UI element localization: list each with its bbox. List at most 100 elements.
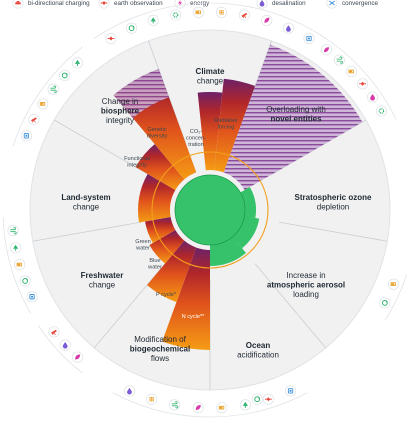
icon-group-upper-left [12,46,84,147]
control-label-line: CO₂- [190,129,203,135]
control-label-line: tration [188,142,204,148]
safe-zone-core [175,175,245,245]
control-label-line: Functional [124,156,150,162]
segment-divider [93,263,166,349]
segment-label-line: Modification of [134,335,186,344]
recycle-icon [59,69,71,82]
satellite-icon [105,32,117,45]
battery-icon [14,259,26,271]
icon-group-bracket [385,273,408,320]
control-label-line: concen- [186,136,206,142]
segment-label-ozone: Stratospheric ozone depletion [295,193,372,212]
safe-operating-space [174,174,252,252]
segment-label-aerosol: Increase in atmospheric aerosol loading [267,271,345,299]
wind-icon [169,399,181,411]
segment-label-line: atmospheric aerosol [267,281,345,290]
legend-item-energy-icon: energy [174,0,210,9]
drop-icon [123,385,136,397]
segment-label-biosphere: Change in biosphere integrity [101,97,140,125]
icon-group-bracket [2,217,32,314]
segment-label-line: Freshwater [81,271,124,280]
segment-label-line: loading [293,290,319,299]
legend-label: convergence [342,0,379,7]
technology-icons [2,2,408,418]
chip-icon [303,32,315,45]
battery-icon [37,98,49,110]
icon-group-bottom [112,385,308,418]
icon-group-bracket [94,2,326,39]
segment-divider [32,221,142,242]
legend-label: desalination [272,0,306,7]
leaf-icon [261,14,273,26]
segment-label-line: Climate [196,67,225,76]
segment-label-freshwater: Freshwater change [81,271,124,290]
boundary-wedges [113,44,363,350]
segment-label-biogeochemical: Modification of biogeochemical flows [130,335,190,363]
n-cycle-wedge [162,247,210,350]
legend-item-car-charge-icon: bi-directional charging [12,0,90,9]
recycle-icon [379,297,391,309]
control-label-line: diversity [147,134,168,140]
segment-divider [254,263,327,349]
chip-icon [284,385,297,397]
drop-icon [282,22,294,34]
chip-icon [20,130,32,142]
drop-icon [367,91,379,103]
segment-label-land-system: Land-system change [61,193,110,212]
control-label-line: Blue [149,258,160,264]
chip-icon [26,291,38,303]
control-label-line: Genetic [147,127,166,133]
icon-group-bottom-right [251,393,263,405]
legend: bi-directional charging earth observation… [12,0,379,9]
battery-icon [216,402,228,414]
control-label-line: Radiative [214,118,237,124]
icon-group-left [2,217,38,314]
p-cycle-wedge [147,240,197,303]
control-label-line: forcing [218,125,235,131]
functional-integrity-wedge [135,144,185,190]
climate-co2-wedge [197,92,223,171]
legend-item-water-drop-icon: desalination [256,0,306,9]
telescope-icon [48,326,60,338]
segment-label-ocean: Ocean acidification [237,341,279,360]
tree-icon [239,399,251,411]
safe-zone-outline [174,174,246,246]
segment-label-novel-entities: Overloading with novel entities [266,105,326,124]
green-water-wedge [145,216,176,243]
gear-icon [170,9,182,21]
tree-icon [10,242,22,254]
segment-label-line: acidification [237,351,279,360]
tree-icon [71,57,84,69]
control-label-genetic: Genetic diversity [147,127,168,140]
recycle-icon [19,275,31,287]
control-label-line: P cycle* [156,292,177,298]
gear-icon [375,105,388,117]
drop-icon [59,339,71,351]
legend-label: bi-directional charging [28,0,90,7]
ocean-wedge [210,240,246,266]
control-label-co2: CO₂-concen-tration [186,129,206,148]
legend-item-convergence-icon: convergence [326,0,379,9]
leaf-icon [71,351,84,363]
water-drop-icon [256,0,268,9]
icon-group-bracket [12,46,83,147]
grid-icon [215,6,228,18]
segment-label-line: Stratospheric ozone [295,193,372,202]
grid-icon [146,393,158,405]
satellite-icon [357,78,369,90]
segment-label-line: novel entities [270,115,322,124]
battery-icon [192,6,205,18]
recycle-icon [126,22,138,34]
satellite-icon [262,393,274,405]
legend-item-satellite-icon: earth observation [98,0,163,9]
aerosol-wedge [235,216,260,249]
legend-label: earth observation [114,0,163,7]
wind-icon [7,225,19,237]
segment-label-line: biogeochemical [130,345,190,354]
energy-icon [174,0,186,9]
control-label-green-water: Green water [135,239,151,252]
segment-label-line: Land-system [61,193,110,202]
genetic-diversity-uncertainty [113,69,169,119]
